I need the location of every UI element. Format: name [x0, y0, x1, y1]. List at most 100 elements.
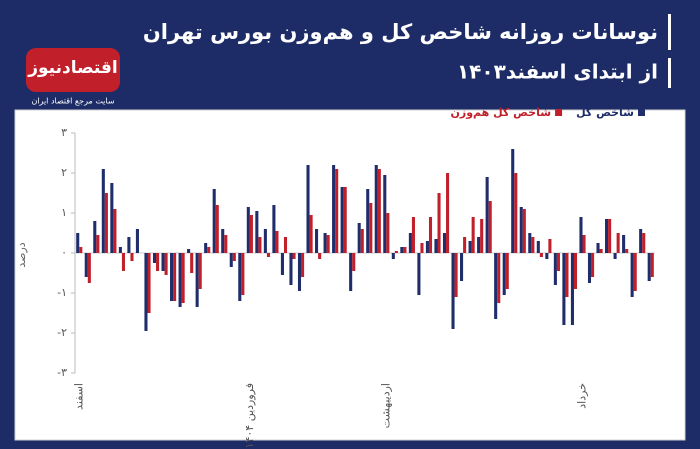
bar	[400, 247, 404, 253]
bar	[207, 247, 211, 253]
x-tick-label: اردیبهشت	[379, 383, 392, 428]
bar	[553, 253, 557, 285]
bar	[428, 217, 433, 253]
legend-label: شاخص کل هم‌وزن	[450, 106, 551, 119]
bar	[494, 253, 498, 319]
bar	[113, 209, 117, 253]
x-tick-label: فروردین ۱۴۰۴	[243, 383, 256, 448]
bar	[625, 249, 629, 253]
bar	[468, 241, 472, 253]
bar	[121, 253, 125, 271]
bar	[135, 229, 139, 253]
bar	[170, 253, 174, 301]
bar	[403, 247, 407, 253]
bar	[323, 233, 327, 253]
bar	[582, 235, 586, 253]
bar	[301, 253, 305, 277]
bar	[531, 237, 535, 253]
bar	[195, 253, 199, 307]
bar	[297, 253, 302, 291]
bar	[79, 247, 83, 253]
bar	[377, 169, 381, 253]
bar	[255, 211, 259, 253]
bar	[391, 253, 395, 259]
bar	[420, 243, 424, 253]
x-tick-label: اسفند	[72, 383, 85, 410]
bar	[647, 253, 651, 281]
bar	[451, 253, 455, 329]
bar	[275, 231, 279, 253]
bar	[480, 219, 484, 253]
bar	[579, 217, 583, 253]
y-tick-label: ۲	[61, 166, 67, 179]
bar	[650, 253, 654, 277]
y-tick-label: ۳	[61, 126, 67, 139]
logo-badge	[26, 48, 120, 92]
bar	[161, 253, 165, 271]
bar	[630, 253, 634, 297]
bar	[246, 207, 250, 253]
bar	[232, 253, 236, 261]
bar	[130, 253, 134, 261]
bar	[485, 177, 489, 253]
bar	[463, 237, 467, 253]
chart-subtitle: از ابتدای اسفند۱۴۰۳	[457, 60, 658, 84]
bar	[352, 253, 356, 271]
bar	[266, 253, 270, 257]
bar	[502, 253, 506, 295]
bar	[178, 253, 182, 307]
bar	[101, 169, 105, 253]
bar	[545, 253, 549, 259]
bar	[528, 233, 532, 253]
bar	[309, 215, 313, 253]
bar	[514, 173, 518, 253]
bar	[224, 235, 228, 253]
bar	[437, 193, 441, 253]
bar	[190, 253, 194, 273]
bar	[110, 183, 114, 253]
y-tick-label: -۳	[57, 366, 67, 379]
bar	[241, 253, 245, 295]
bar	[477, 237, 481, 253]
bar	[369, 203, 373, 253]
bar	[181, 253, 185, 303]
bar	[306, 165, 310, 253]
bar	[616, 233, 620, 253]
bar	[471, 217, 475, 253]
legend-swatch	[555, 109, 563, 116]
bar	[283, 237, 288, 253]
bar	[263, 229, 267, 253]
bar	[215, 205, 219, 253]
y-tick-label: ۰	[61, 246, 67, 259]
bar	[374, 165, 378, 253]
bar	[349, 253, 353, 291]
bar	[446, 173, 450, 253]
bar	[229, 253, 233, 267]
bar	[357, 223, 361, 253]
bar	[511, 149, 515, 253]
bar	[127, 237, 131, 253]
bar	[599, 249, 603, 253]
bar	[587, 253, 592, 283]
bar	[335, 169, 339, 253]
bar	[417, 253, 421, 295]
bar	[340, 187, 344, 253]
bar	[212, 189, 216, 253]
bar	[522, 209, 526, 253]
bar	[642, 233, 646, 253]
title-bar	[668, 14, 671, 50]
bar	[562, 253, 566, 325]
bar	[613, 253, 617, 259]
subtitle-bar	[668, 58, 671, 88]
y-axis-label: درصد	[15, 242, 28, 267]
bar	[156, 253, 160, 271]
bar	[460, 253, 464, 281]
bar	[173, 253, 177, 301]
bar	[519, 207, 523, 253]
bar	[488, 201, 492, 253]
bar	[434, 239, 438, 253]
bar	[608, 219, 612, 253]
bar	[238, 253, 242, 301]
bar	[633, 253, 637, 291]
